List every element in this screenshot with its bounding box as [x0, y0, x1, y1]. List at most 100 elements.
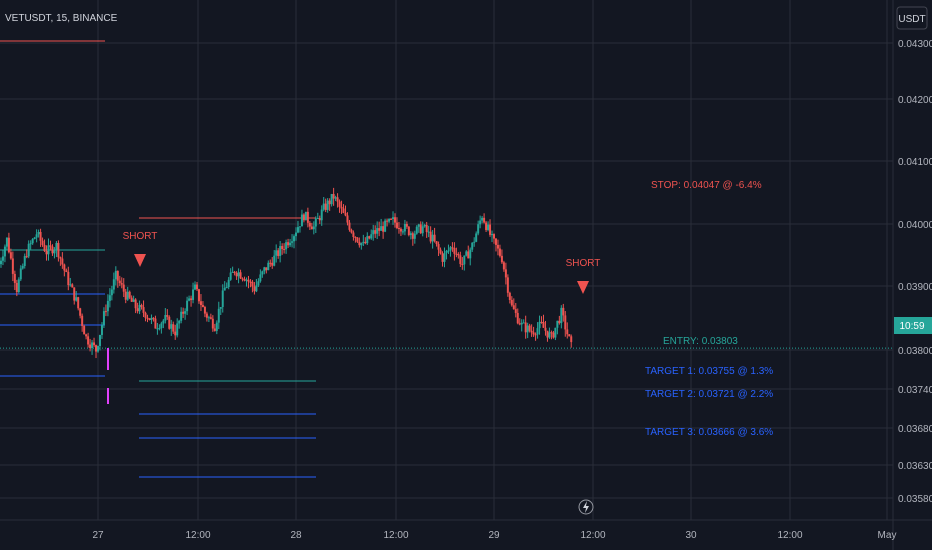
candle-body: [392, 217, 395, 219]
candle-body: [37, 231, 40, 235]
candle: [445, 249, 448, 260]
candle: [138, 300, 141, 315]
candle-body: [560, 307, 563, 324]
candle-body: [269, 262, 272, 264]
candle: [298, 226, 301, 233]
candle-body: [502, 262, 505, 270]
candle: [108, 288, 111, 308]
candle: [170, 319, 173, 336]
y-tick-label: 0.03800: [898, 346, 932, 357]
candle-body: [29, 243, 32, 245]
candle-body: [17, 279, 20, 293]
alert-icon[interactable]: [578, 499, 594, 515]
candle-body: [356, 237, 359, 242]
candle: [283, 243, 286, 254]
candle: [29, 240, 32, 250]
candle-body: [19, 268, 22, 280]
candle: [310, 222, 313, 230]
candle-body: [122, 284, 125, 292]
candle-body: [144, 312, 147, 318]
candle: [174, 324, 177, 340]
candle: [259, 269, 262, 283]
candle-body: [138, 304, 141, 312]
candle-body: [302, 214, 305, 221]
candle-body: [249, 281, 252, 283]
x-tick-label: 12:00: [580, 530, 605, 541]
candle: [570, 334, 573, 348]
candle-body: [508, 292, 511, 300]
candle: [269, 259, 272, 267]
candle-body: [556, 320, 559, 328]
candle-body: [449, 247, 452, 251]
candle-body: [49, 245, 52, 247]
candle-body: [176, 323, 179, 336]
candle-body: [370, 234, 373, 239]
candle-body: [296, 227, 299, 233]
candle: [388, 218, 391, 224]
candle: [348, 219, 351, 232]
candle-body: [146, 317, 149, 319]
candle: [316, 212, 319, 219]
candle-body: [330, 193, 333, 205]
candle: [536, 322, 539, 339]
candle: [546, 330, 549, 342]
candle: [330, 193, 333, 207]
candle: [164, 308, 167, 324]
candle: [374, 225, 377, 238]
candle: [128, 290, 131, 300]
candle-body: [285, 242, 288, 250]
candle: [562, 303, 565, 322]
candle: [194, 281, 197, 291]
candle: [475, 231, 478, 243]
candle: [203, 305, 206, 318]
candle-body: [469, 249, 472, 259]
candle-body: [97, 346, 99, 352]
candle-body: [518, 323, 521, 325]
candle: [197, 288, 200, 304]
candle-body: [217, 308, 220, 323]
candle: [382, 221, 385, 239]
candle-body: [498, 248, 501, 256]
candle-body: [241, 278, 244, 280]
candle-body: [500, 255, 503, 263]
candle-body: [362, 241, 365, 244]
candle-body: [380, 226, 383, 231]
candle-body: [496, 244, 499, 249]
candle: [376, 221, 379, 240]
y-tick-label: 0.03580: [898, 494, 932, 505]
candle: [273, 250, 276, 267]
candle-body: [247, 279, 250, 282]
candle-body: [168, 316, 171, 329]
candle-body: [419, 224, 422, 234]
candle-body: [219, 307, 222, 309]
candle: [370, 229, 373, 240]
candle-body: [338, 201, 341, 207]
candle: [156, 322, 159, 335]
candle: [500, 249, 503, 264]
candle: [512, 298, 515, 310]
candle-body: [156, 328, 159, 330]
currency-button[interactable]: USDT: [896, 6, 928, 30]
candle-body: [524, 322, 527, 333]
candle-body: [98, 334, 101, 347]
candle-body: [342, 208, 345, 213]
candle-body: [306, 211, 309, 223]
candle: [528, 323, 531, 333]
candle-body: [427, 231, 430, 233]
candle: [146, 314, 149, 323]
candle: [17, 277, 20, 294]
candle-body: [100, 324, 103, 335]
candle-body: [231, 271, 234, 273]
candle: [514, 302, 517, 318]
candle: [213, 323, 216, 332]
candle-body: [405, 223, 408, 227]
candle-body: [439, 249, 442, 254]
candle-body: [9, 252, 12, 259]
candle: [237, 268, 240, 284]
candle: [399, 227, 402, 237]
candle-body: [411, 233, 414, 239]
candle: [19, 265, 22, 282]
candle-body: [461, 263, 464, 265]
candle-body: [55, 242, 58, 250]
